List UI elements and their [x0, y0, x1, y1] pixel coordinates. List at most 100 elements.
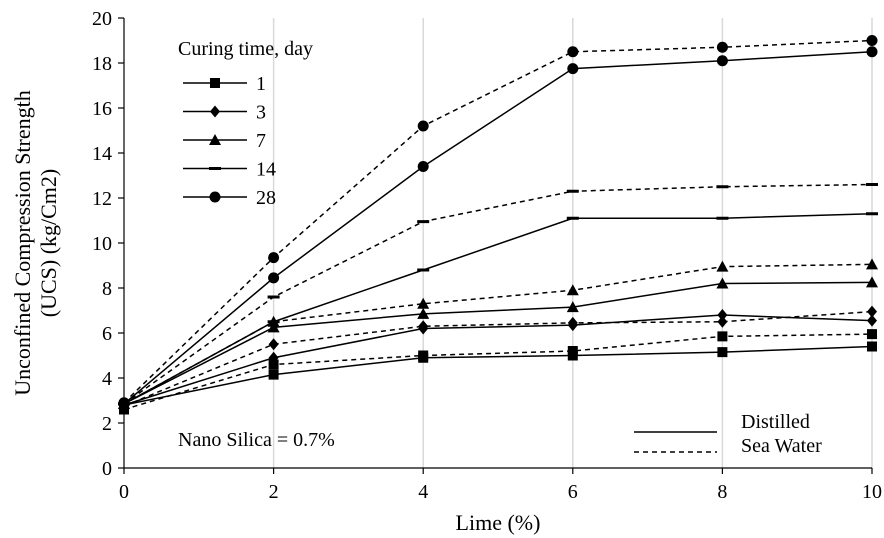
series-7-day-sea-water-point [716, 260, 729, 272]
series-3-day-distilled-line [123, 314, 873, 406]
series-14-day-sea-water-point [417, 220, 430, 224]
series-3-day-distilled-point [867, 314, 877, 327]
series-3-day-distilled-point [268, 351, 279, 364]
y-tick-label: 20 [92, 8, 112, 30]
series-3-day-sea-water-point [717, 315, 728, 328]
series-3-day-distilled-point [717, 309, 728, 321]
series-28-day-sea-water-point [866, 35, 878, 46]
series-lines [123, 39, 873, 411]
legend-label-7: 7 [256, 130, 266, 152]
series-14-day-distilled-point [267, 320, 280, 324]
series-1-day-distilled-line [123, 345, 873, 406]
x-tick-label: 4 [418, 481, 428, 503]
legend-label-3: 3 [256, 102, 266, 124]
series-28-day-sea-water-point [417, 120, 429, 132]
y-axis-title-line1: Unconfined Compression Strength [10, 90, 35, 396]
series-14-day-sea-water-point [566, 189, 579, 193]
y-axis-title: Unconfined Compression Strength (UCS) (k… [10, 90, 61, 396]
x-tick-label: 8 [717, 481, 727, 503]
y-tick-label: 4 [102, 368, 112, 390]
series-7-day-distilled-line [123, 281, 873, 405]
series-28-day-distilled-line [123, 51, 873, 405]
x-tick-label: 10 [862, 481, 882, 503]
series-1-day-sea-water-point [268, 359, 279, 370]
series-14-day-distilled-line [123, 213, 873, 405]
legend-label-28: 28 [256, 187, 276, 209]
series-3-day-sea-water-point [867, 305, 877, 318]
series-28-day-sea-water-point [268, 252, 280, 264]
legend: Curing time, day 1 3 7 14 28 [178, 38, 313, 209]
series-1-day-distilled-point [268, 369, 279, 380]
series-14-day-sea-water-line [123, 183, 873, 405]
series-1-day-distilled-point [717, 347, 728, 358]
series-14-day-distilled-point [866, 212, 878, 216]
series-7-day-distilled-point [866, 276, 878, 288]
series-1-day-distilled-point [867, 341, 877, 352]
series-28-day-distilled-point [716, 55, 728, 67]
x-tick-labels: 0 2 4 6 8 10 [119, 481, 882, 503]
legend-marker-1 [210, 78, 220, 88]
series-1-day-sea-water-line [123, 333, 873, 411]
series-3-day-sea-water-point [418, 320, 429, 333]
series-1-day-sea-water-point [567, 346, 578, 356]
series-markers [118, 35, 878, 415]
series-28-day-sea-water-point [567, 46, 579, 58]
x-tick-label: 2 [269, 481, 279, 503]
y-tick-label: 6 [102, 323, 112, 345]
series-7-day-distilled-point [417, 307, 430, 319]
series-7-day-sea-water-line [123, 263, 873, 405]
series-1-day-sea-water-point [418, 350, 429, 361]
series-1-day-sea-water-point [717, 331, 728, 342]
series-28-day-distilled-point [417, 161, 429, 172]
y-tick-label: 18 [92, 53, 112, 75]
x-axis-title: Lime (%) [456, 510, 541, 535]
series-28-day-distilled-point [866, 46, 878, 58]
series-7-day-sea-water-point [866, 258, 878, 270]
y-tick-label: 14 [92, 143, 112, 165]
series-28-day-distilled-point [567, 63, 579, 75]
legend-label-14: 14 [256, 159, 276, 181]
series-14-day-sea-water-point [716, 185, 729, 189]
series-7-day-distilled-point [267, 321, 280, 333]
legend-marker-3 [210, 105, 220, 118]
legend-label-1: 1 [256, 73, 266, 95]
y-tick-label: 16 [92, 98, 112, 120]
series-7-day-distilled-point [566, 301, 579, 313]
y-tick-label: 2 [102, 413, 112, 435]
series-3-day-sea-water-point [567, 316, 578, 329]
legend-marker-7 [209, 134, 221, 145]
series-3-day-sea-water-point [268, 338, 279, 351]
series-14-day-distilled-point [417, 268, 430, 272]
series-28-day-sea-water-point [118, 397, 130, 409]
series-28-day-sea-water-line [123, 39, 873, 404]
y-tick-label: 10 [92, 233, 112, 255]
axes [118, 17, 873, 474]
x-tick-label: 6 [568, 481, 578, 503]
series-14-day-sea-water-point [267, 295, 280, 299]
annotation-nano-silica: Nano Silica = 0.7% [178, 429, 335, 451]
series-7-day-distilled-point [716, 277, 729, 289]
series-1-day-sea-water-point [867, 329, 877, 340]
style-legend-label-sea-water: Sea Water [741, 435, 822, 457]
legend-marker-28 [209, 191, 221, 203]
y-axis-title-line2: (UCS) (kg/Cm2) [36, 169, 61, 318]
legend-title: Curing time, day [178, 38, 313, 60]
legend-marker-14 [209, 167, 221, 170]
series-14-day-sea-water-point [866, 183, 878, 186]
vertical-gridlines [272, 18, 873, 468]
style-legend-label-distilled: Distilled [741, 411, 810, 433]
y-tick-label: 12 [92, 188, 112, 210]
y-tick-labels: 0 2 4 6 8 10 12 14 16 18 20 [92, 8, 112, 480]
y-tick-label: 8 [102, 278, 112, 300]
series-28-day-sea-water-point [716, 41, 728, 53]
series-3-day-sea-water-line [123, 310, 873, 407]
series-28-day-distilled-point [268, 272, 280, 284]
x-tick-label: 0 [119, 481, 129, 503]
series-7-day-sea-water-point [566, 284, 579, 296]
series-7-day-sea-water-point [417, 297, 430, 309]
series-14-day-distilled-point [716, 216, 729, 220]
series-14-day-distilled-point [566, 216, 579, 220]
y-tick-label: 0 [102, 458, 112, 480]
